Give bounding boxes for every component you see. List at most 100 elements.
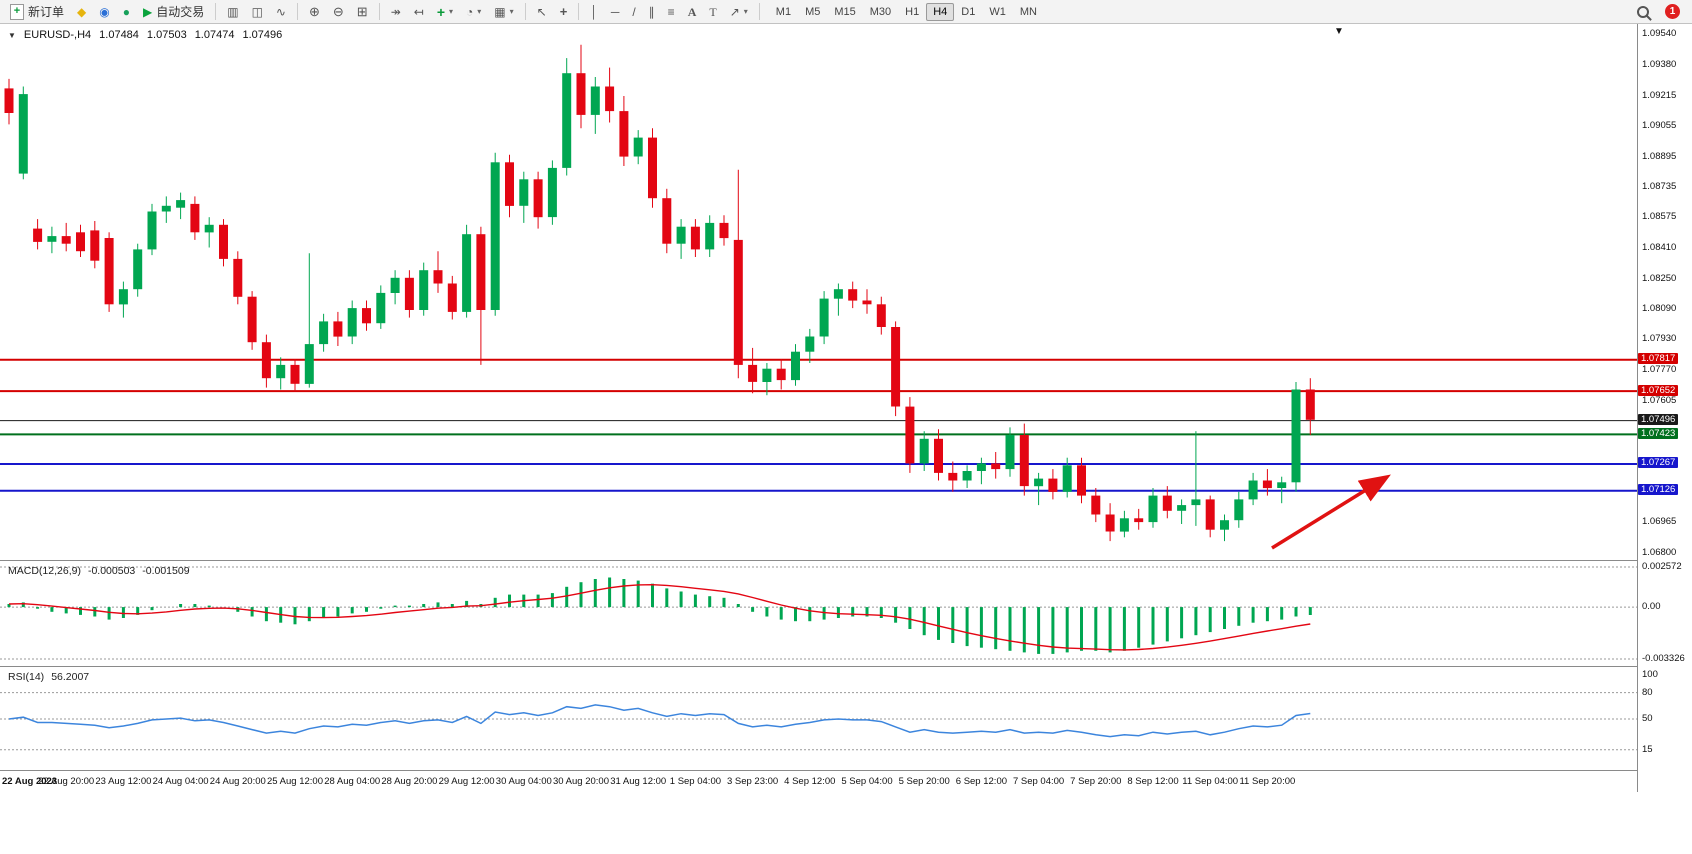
price-tag: 1.07423 [1638, 427, 1679, 439]
macd-label: MACD(12,26,9) -0.000503 -0.001509 [8, 565, 190, 577]
timeframe-d1[interactable]: D1 [961, 5, 976, 18]
templates-icon: ▦ [494, 4, 506, 19]
price-tag: 1.07496 [1638, 414, 1679, 426]
notification-badge[interactable]: 1 [1665, 4, 1680, 19]
line-chart-button[interactable]: ∿ [270, 3, 292, 21]
equidistant-channel-button[interactable]: ∥ [643, 3, 661, 21]
timeframe-mn[interactable]: MN [1019, 5, 1037, 18]
time-axis[interactable]: 22 Aug 2023 22 Aug 20:00 23 Aug 12:00 24 Au… [0, 770, 1637, 793]
market-icon: ◉ [99, 4, 110, 19]
zoom-in-button[interactable]: ⊕ [303, 2, 326, 21]
caret-down-icon: ▾ [509, 7, 514, 16]
rsi-canvas[interactable] [0, 667, 1637, 770]
time-axis-label: 4 Sep 12:00 [784, 776, 836, 787]
zoom-out-button[interactable]: ⊖ [327, 2, 350, 21]
time-axis-label: 25 Aug 12:00 [267, 776, 323, 787]
trendline-button[interactable]: / [626, 3, 641, 21]
chart-symbol-label: EURUSD-,H4 [23, 29, 92, 41]
zoom-in-icon: ⊕ [308, 4, 320, 19]
arrows-icon: ↗ [729, 4, 740, 19]
metaeditor-button[interactable]: ◆ [71, 3, 92, 21]
chart-shift-button[interactable]: ↤ [408, 3, 430, 21]
indicators-icon: + [436, 3, 446, 20]
candlestick-icon: ◫ [251, 4, 263, 19]
price-tag: 1.07817 [1638, 353, 1679, 365]
time-axis-label: 30 Aug 04:00 [495, 776, 552, 787]
timeframe-h4[interactable]: H4 [926, 2, 955, 21]
crosshair-button[interactable]: + [554, 2, 574, 21]
cursor-button[interactable]: ↖ [531, 3, 553, 21]
community-button[interactable]: ● [117, 3, 136, 21]
rsi-axis-label: 80 [1642, 686, 1653, 698]
timeframe-m1[interactable]: M1 [775, 5, 792, 18]
toolbar-separator [578, 3, 580, 20]
chart-shift-icon: ↤ [413, 4, 424, 19]
timeframe-m5[interactable]: M5 [805, 5, 821, 18]
time-axis-label: 3 Sep 23:00 [726, 776, 779, 787]
price-axis-label: 1.07770 [1642, 363, 1677, 375]
rsi-panel: RSI(14) 56.2007 [0, 666, 1637, 770]
auto-scroll-icon: ↠ [390, 4, 401, 19]
horizontal-line-button[interactable]: ─ [605, 3, 626, 21]
price-axis-label: 1.08895 [1642, 150, 1677, 162]
toolbar-separator [296, 3, 298, 20]
timeframe-h1[interactable]: H1 [905, 5, 920, 18]
price-axis-label: 1.06965 [1642, 516, 1677, 528]
periods-button[interactable]: ◔ ▾ [460, 3, 487, 21]
time-axis-label: 11 Sep 20:00 [1239, 776, 1296, 787]
macd-canvas[interactable] [0, 561, 1637, 666]
zoom-out-icon: ⊖ [332, 4, 344, 19]
auto-scroll-button[interactable]: ↠ [385, 3, 407, 21]
trendline-icon: / [632, 4, 636, 19]
price-chart-canvas[interactable] [0, 24, 1637, 560]
tile-windows-icon: ⊞ [356, 4, 368, 19]
chart-collapse-icon[interactable]: ▼ [8, 30, 16, 40]
price-axis-label: 1.06800 [1642, 547, 1677, 559]
macd-panel: MACD(12,26,9) -0.000503 -0.001509 [0, 560, 1637, 666]
vertical-line-button[interactable]: │ [584, 3, 604, 21]
indicators-button[interactable]: + ▾ [431, 2, 459, 22]
time-axis-label: 28 Aug 04:00 [324, 776, 381, 787]
timeframe-w1[interactable]: W1 [989, 5, 1006, 18]
chart-close-value: 1.07496 [242, 29, 283, 41]
text-button[interactable]: A [682, 3, 703, 21]
periods-icon: ◔ [466, 4, 474, 19]
horizontal-line-icon: ─ [610, 4, 620, 19]
price-axis-label: 1.08250 [1642, 272, 1677, 284]
trend-arrow-annotation[interactable] [1271, 474, 1391, 550]
auto-trading-button[interactable]: ▶ 自动交易 [137, 0, 210, 23]
rsi-value: 56.2007 [51, 671, 90, 683]
search-button[interactable] [1631, 3, 1655, 21]
main-toolbar: + 新订单 ◆ ◉ ● ▶ 自动交易 ▥ ◫ ∿ ⊕ ⊖ ⊞ ↠ ↤ + ▾ ◔ ▾ ▦ ▾ ↖ + │ ─ / ∥ ≡ A T ↗ ▾ M1… [0, 0, 1692, 24]
candlestick-chart-button[interactable]: ◫ [246, 3, 269, 21]
arrows-button[interactable]: ↗ ▾ [724, 3, 754, 21]
crosshair-icon: + [559, 4, 568, 19]
price-axis-label: 1.09540 [1642, 28, 1677, 40]
metaeditor-icon: ◆ [77, 4, 87, 19]
new-order-button[interactable]: + 新订单 [4, 0, 70, 23]
chart-end-icon[interactable]: ▼ [1334, 26, 1344, 37]
price-axis-label: 1.07930 [1642, 333, 1677, 345]
price-axis-label: 1.08090 [1642, 303, 1677, 315]
market-button[interactable]: ◉ [93, 3, 115, 21]
auto-trading-icon: ▶ [142, 4, 153, 19]
macd-axis-label: 0.00 [1642, 601, 1661, 613]
time-axis-label: 22 Aug 2023 [2, 776, 58, 787]
bar-chart-button[interactable]: ▥ [221, 3, 244, 21]
fibonacci-button[interactable]: ≡ [662, 3, 681, 21]
timeframe-m30[interactable]: M30 [869, 5, 892, 18]
text-label-button[interactable]: T [703, 3, 722, 21]
time-axis-label: 22 Aug 20:00 [38, 776, 95, 787]
rsi-axis-label: 15 [1642, 743, 1653, 755]
templates-button[interactable]: ▦ ▾ [488, 3, 519, 21]
caret-down-icon: ▾ [449, 7, 454, 16]
timeframe-m15[interactable]: M15 [834, 5, 856, 18]
tile-windows-button[interactable]: ⊞ [351, 2, 374, 21]
channel-icon: ∥ [648, 4, 655, 19]
time-axis-label: 24 Aug 04:00 [152, 776, 209, 787]
price-axis[interactable]: 1.09540 1.09380 1.09215 1.09055 1.08895 1.087… [1637, 24, 1692, 792]
price-axis-label: 1.09380 [1642, 58, 1677, 70]
rsi-name: RSI(14) [8, 671, 45, 683]
auto-trading-label: 自动交易 [156, 5, 205, 19]
new-order-icon: + [10, 3, 24, 20]
